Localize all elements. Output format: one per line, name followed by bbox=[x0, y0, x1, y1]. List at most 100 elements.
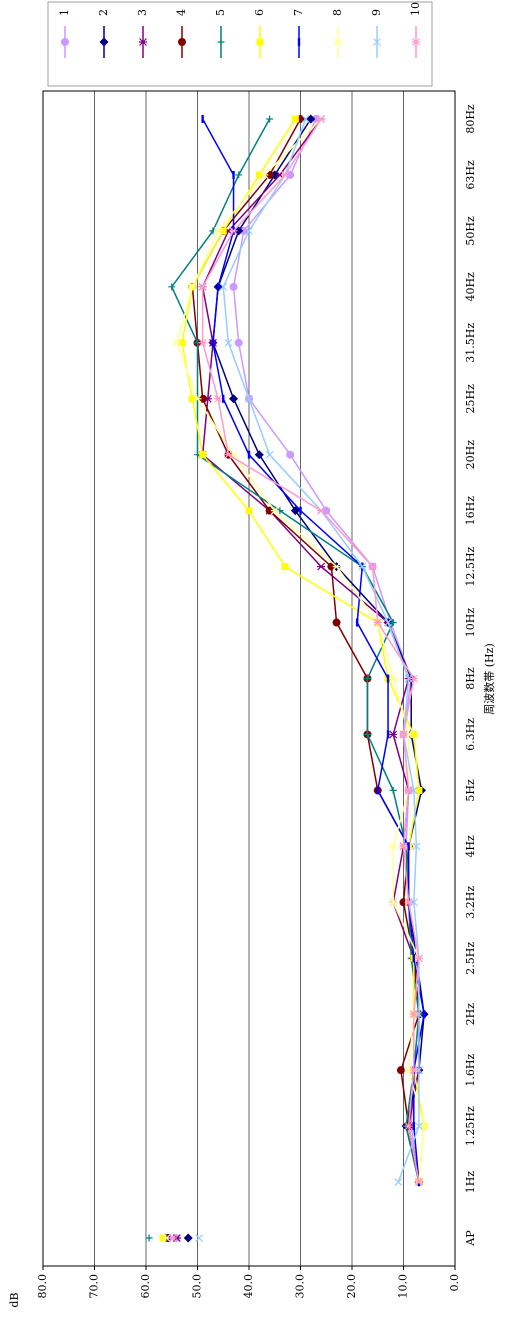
marker bbox=[299, 506, 302, 515]
x-tick-label: 5Hz bbox=[464, 779, 477, 802]
x-tick-label: 2Hz bbox=[464, 1003, 477, 1026]
marker bbox=[394, 1178, 403, 1186]
marker bbox=[214, 394, 223, 403]
marker bbox=[211, 338, 215, 347]
marker bbox=[358, 562, 367, 571]
marker bbox=[61, 38, 69, 46]
marker bbox=[198, 338, 207, 347]
marker bbox=[245, 507, 253, 515]
y-tick-label: 20.0 bbox=[345, 1274, 358, 1299]
legend-label: 5 bbox=[214, 9, 227, 16]
marker bbox=[363, 675, 371, 682]
marker bbox=[291, 115, 299, 123]
marker bbox=[188, 282, 197, 291]
marker bbox=[399, 842, 408, 851]
legend-label: 7 bbox=[292, 9, 305, 16]
legend-box bbox=[47, 1, 433, 87]
marker bbox=[193, 394, 202, 403]
marker bbox=[245, 226, 253, 235]
x-tick-label: 2.5Hz bbox=[464, 942, 477, 975]
marker bbox=[270, 506, 279, 515]
marker bbox=[412, 954, 416, 963]
legend-label: 3 bbox=[136, 9, 149, 16]
marker bbox=[414, 1178, 423, 1186]
marker bbox=[199, 451, 207, 459]
marker bbox=[334, 38, 342, 46]
x-tick-label: 1Hz bbox=[464, 1171, 477, 1194]
marker bbox=[286, 450, 295, 459]
marker bbox=[373, 618, 382, 627]
marker bbox=[363, 730, 371, 738]
y-tick-label: 80.0 bbox=[36, 1274, 49, 1299]
marker bbox=[255, 171, 263, 179]
marker bbox=[216, 282, 220, 291]
marker bbox=[389, 674, 398, 683]
y-tick-label: 30.0 bbox=[294, 1274, 307, 1299]
legend-label: 1 bbox=[58, 9, 71, 16]
marker bbox=[265, 450, 274, 459]
marker bbox=[145, 1234, 153, 1242]
marker bbox=[409, 1010, 418, 1019]
marker bbox=[219, 227, 227, 235]
marker bbox=[389, 786, 397, 794]
x-tick-label: 8Hz bbox=[464, 667, 477, 690]
x-tick-label: 4Hz bbox=[464, 835, 477, 858]
marker bbox=[172, 338, 181, 347]
x-tick-label: 1.6Hz bbox=[464, 1054, 477, 1087]
marker bbox=[224, 338, 233, 347]
y-tick-label: 60.0 bbox=[139, 1274, 152, 1299]
x-tick-label: 12.5Hz bbox=[464, 546, 477, 586]
marker bbox=[139, 38, 147, 46]
marker bbox=[317, 506, 326, 515]
marker bbox=[266, 115, 274, 123]
marker bbox=[281, 563, 289, 571]
marker bbox=[412, 842, 421, 851]
y-axis-title: dB bbox=[8, 1292, 21, 1307]
marker bbox=[404, 786, 413, 795]
marker bbox=[332, 618, 341, 627]
x-tick-label: 31.5Hz bbox=[464, 323, 477, 363]
marker bbox=[178, 38, 186, 46]
marker bbox=[404, 1122, 413, 1131]
legend-label: 9 bbox=[370, 9, 383, 16]
marker bbox=[311, 114, 320, 123]
marker bbox=[409, 1066, 418, 1075]
marker bbox=[168, 283, 176, 291]
marker bbox=[389, 842, 398, 851]
marker bbox=[229, 394, 239, 404]
legend-label: 10 bbox=[409, 2, 422, 16]
marker bbox=[183, 1233, 193, 1243]
marker bbox=[412, 1122, 416, 1131]
series-line bbox=[232, 118, 420, 1183]
marker bbox=[301, 115, 310, 123]
marker bbox=[410, 730, 418, 738]
marker bbox=[412, 38, 420, 46]
marker bbox=[224, 450, 233, 459]
legend-label: 4 bbox=[175, 9, 188, 16]
chart-body: dB 周波数帯 (Hz) 0.0 10.0 20.0 30.0 40.0 50.0 60.0… bbox=[8, 1, 496, 1308]
marker bbox=[232, 170, 235, 179]
x-tick-label: 50Hz bbox=[464, 216, 477, 246]
x-tick-label: 20Hz bbox=[464, 440, 477, 470]
series-line bbox=[201, 118, 420, 1183]
x-tick-label: 1.25Hz bbox=[464, 1106, 477, 1146]
marker bbox=[198, 282, 207, 291]
marker bbox=[332, 562, 341, 571]
marker bbox=[409, 674, 418, 683]
y-tick-label: 0.0 bbox=[448, 1274, 461, 1292]
marker bbox=[281, 171, 290, 179]
x-tick-label: 3.2Hz bbox=[464, 886, 477, 919]
x-tick-label: AP bbox=[464, 1230, 477, 1247]
marker bbox=[386, 730, 390, 739]
marker bbox=[99, 37, 109, 47]
marker bbox=[217, 38, 225, 46]
marker bbox=[198, 394, 207, 403]
marker bbox=[195, 1234, 203, 1242]
marker bbox=[286, 170, 295, 179]
marker bbox=[235, 171, 243, 179]
marker bbox=[415, 1122, 423, 1131]
marker bbox=[201, 114, 204, 123]
marker bbox=[247, 450, 251, 459]
marker bbox=[355, 618, 359, 627]
marker bbox=[256, 38, 264, 46]
